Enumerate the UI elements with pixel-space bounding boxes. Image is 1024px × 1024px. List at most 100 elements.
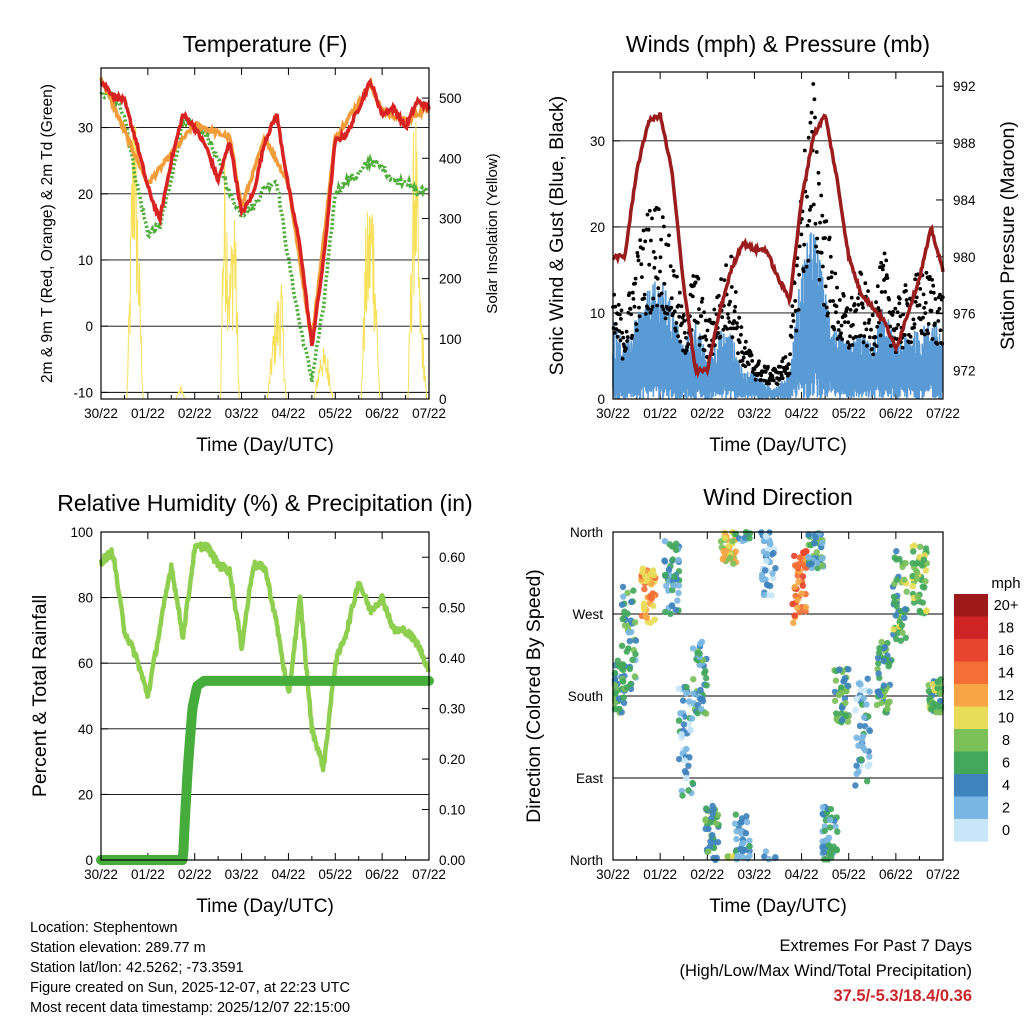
gust-dot — [665, 311, 670, 316]
panel-3-x-tick-label: 06/22 — [365, 867, 399, 882]
gust-dot — [927, 274, 932, 279]
wind-direction-dot — [936, 709, 944, 716]
panel-4-xlabel: Time (Day/UTC) — [709, 896, 847, 917]
wind-direction-dot — [897, 637, 904, 644]
gust-dot — [817, 181, 821, 186]
gust-dot — [788, 352, 792, 357]
wind-direction-dot — [641, 606, 648, 613]
panel-4-x-tick-label: 01/22 — [643, 867, 677, 882]
wind-direction-dot — [838, 685, 845, 692]
gust-dot — [659, 237, 663, 242]
wind-direction-dot — [844, 718, 852, 725]
wind-direction-dot — [893, 556, 900, 563]
colorbar-unit-label: mph — [991, 575, 1020, 592]
gust-dot — [933, 297, 938, 301]
gust-dot — [655, 276, 660, 281]
gust-dot — [819, 250, 824, 255]
wind-direction-dot — [798, 590, 805, 597]
gust-dot — [728, 299, 732, 304]
panel-1-y2-tick-label: 200 — [439, 272, 462, 287]
panel-3-y2-tick-label: 0.50 — [439, 601, 465, 616]
gust-dot — [680, 321, 684, 326]
gust-dot — [838, 334, 843, 338]
gust-dot — [643, 239, 648, 244]
gust-dot — [637, 314, 642, 319]
panel-1-y2-tick-label: 0 — [439, 392, 447, 407]
wind-direction-dot — [820, 849, 828, 856]
wind-direction-dot — [671, 573, 678, 580]
wind-direction-dot — [729, 538, 736, 545]
gust-dot — [819, 193, 824, 198]
gust-dot — [856, 296, 860, 300]
gust-dot — [703, 318, 708, 323]
gust-dot — [726, 316, 731, 320]
gust-dot — [630, 333, 635, 338]
wind-direction-dot — [732, 811, 739, 818]
gust-dot — [921, 292, 926, 297]
gust-dot — [815, 236, 820, 241]
gust-dot — [633, 276, 638, 281]
dewpoint-line — [99, 85, 429, 383]
wind-direction-dot — [707, 838, 714, 845]
wind-direction-dot — [799, 582, 806, 589]
gust-dot — [752, 367, 757, 372]
gust-dot — [733, 290, 738, 294]
gust-dot — [736, 351, 740, 356]
gust-dot — [699, 300, 704, 304]
colorbar-label: 14 — [998, 666, 1014, 682]
gust-dot — [897, 296, 902, 301]
panel-1-x-tick-label: 02/22 — [178, 406, 212, 421]
gust-dot — [778, 376, 782, 381]
panel-1-x-tick-label: 30/22 — [84, 406, 118, 421]
gust-dot — [913, 300, 918, 304]
wind-direction-dot — [880, 682, 888, 689]
gust-dot — [891, 310, 895, 314]
gust-dot — [724, 263, 728, 268]
gust-dot — [796, 307, 801, 312]
recent-timestamp-text: Most recent data timestamp: 2025/12/07 2… — [30, 1000, 351, 1016]
gust-dot — [887, 297, 891, 302]
precipitation-line — [96, 675, 434, 865]
gust-dot — [633, 281, 637, 286]
gust-dot — [686, 342, 691, 347]
wind-direction-dot — [913, 575, 921, 582]
wind-direction-dot — [672, 606, 679, 614]
gust-dot — [743, 364, 748, 369]
panel-3-y2-tick-label: 0.00 — [439, 853, 465, 868]
wind-direction-dot — [709, 810, 716, 817]
wind-direction-dot — [836, 666, 843, 673]
wind-direction-dot — [703, 682, 710, 689]
wind-direction-dot — [669, 556, 676, 563]
gust-dot — [682, 319, 687, 323]
gust-dot — [879, 290, 884, 294]
wind-direction-dot — [737, 845, 744, 853]
gust-dot — [807, 218, 812, 223]
gust-dot — [634, 322, 639, 326]
gust-dot — [866, 289, 870, 293]
gust-dot — [651, 296, 656, 301]
gust-dot — [655, 303, 659, 308]
wind-direction-dot — [699, 695, 706, 702]
gust-dot — [852, 302, 857, 306]
gust-dot — [649, 238, 653, 243]
wind-direction-dot — [640, 600, 648, 607]
panel-2-y2label: Station Pressure (Maroon) — [997, 121, 1019, 350]
gust-dot — [737, 315, 742, 320]
gust-dot — [843, 313, 848, 318]
wind-direction-dot — [623, 684, 630, 691]
wind-direction-dot — [840, 678, 847, 685]
gust-dots — [611, 82, 945, 387]
wind-direction-dot — [881, 644, 888, 651]
panel-1-x-tick-label: 04/22 — [272, 406, 306, 421]
wind-direction-dot — [619, 678, 627, 685]
panel-3-title: Relative Humidity (%) & Precipitation (i… — [57, 490, 472, 516]
wind-direction-dot — [894, 629, 901, 637]
wind-direction-dot — [793, 563, 801, 571]
panel-1-y-tick-label: 10 — [78, 253, 93, 268]
gust-dot — [862, 321, 867, 326]
gust-dot — [806, 135, 811, 140]
panel-1-x-tick-label: 03/22 — [225, 406, 259, 421]
gust-dot — [839, 323, 844, 328]
wind-direction-dot — [714, 811, 722, 819]
gust-dot — [820, 213, 825, 218]
